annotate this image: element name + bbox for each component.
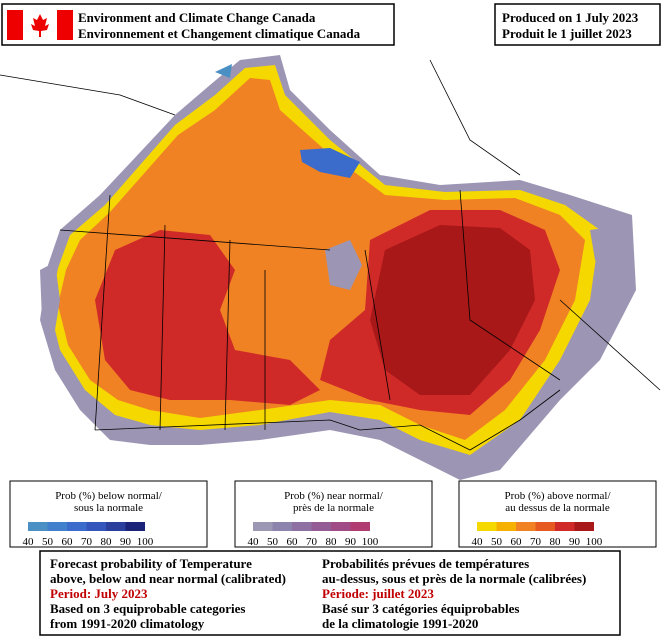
legend-title: Prob (%) below normal/: [55, 490, 163, 502]
forecast-map: [0, 55, 661, 480]
legend-label: 90: [569, 536, 581, 548]
legend: Prob (%) near normal/près de la normale 4…: [234, 480, 433, 548]
footer-line: au-dessus, sous et près de la normale (c…: [322, 571, 586, 586]
flag-band: [57, 10, 73, 40]
above-90-east: [370, 225, 535, 395]
footer-line: Forecast probability of Temperature: [50, 556, 252, 571]
header-box: Environment and Climate Change Canada En…: [1, 3, 395, 46]
legend-label: 100: [137, 536, 154, 548]
legend-swatch: [106, 522, 126, 531]
legend-label: 100: [586, 536, 603, 548]
legend-label: 50: [267, 536, 279, 548]
border-line: [94, 194, 111, 431]
legend-swatch: [350, 522, 370, 531]
produced-en: Produced on 1 July 2023: [502, 10, 639, 25]
legend-swatch: [125, 522, 145, 531]
footer-line: Based on 3 equiprobable categories: [50, 601, 246, 616]
above-80-west: [95, 230, 320, 405]
footer-line: Période: juillet 2023: [322, 586, 434, 601]
legend-swatch: [67, 522, 87, 531]
produced-fr: Produit le 1 juillet 2023: [502, 26, 632, 41]
footer-line: Probabilités prévues de températures: [322, 556, 529, 571]
legend-label: 60: [511, 536, 523, 548]
legend-label: 70: [81, 536, 93, 548]
border-line: [0, 74, 176, 116]
near-normal-hudson: [325, 240, 362, 290]
footer-box: Forecast probability of Temperatureabove…: [39, 550, 621, 636]
near-normal-east: [590, 225, 632, 285]
legend: Prob (%) above normal/au dessus de la no…: [458, 480, 657, 548]
date-frame: [494, 3, 661, 46]
border-line: [224, 239, 231, 431]
legend-swatch: [574, 522, 594, 531]
date-box: Produced on 1 July 2023 Produit le 1 jui…: [494, 3, 661, 46]
footer-text: Forecast probability of Temperatureabove…: [50, 556, 586, 631]
legend-label: 40: [472, 536, 484, 548]
legend-label: 100: [362, 536, 379, 548]
legend-label: 90: [345, 536, 357, 548]
legend-label: 70: [530, 536, 542, 548]
footer-line: de la climatologie 1991-2020: [322, 616, 478, 631]
footer-line: Basé sur 3 catégories équiprobables: [322, 601, 519, 616]
legend-label: 90: [120, 536, 132, 548]
legend-swatch: [555, 522, 575, 531]
border-line: [459, 189, 561, 381]
border-line: [159, 224, 166, 431]
agency-en: Environment and Climate Change Canada: [78, 10, 316, 25]
legend-swatch: [535, 522, 555, 531]
legend-label: 80: [101, 536, 113, 548]
border-line: [59, 229, 331, 251]
legend-title: Prob (%) near normal/: [284, 490, 384, 502]
legend-label: 40: [23, 536, 35, 548]
legend: Prob (%) below normal/sous la normale 40 5…: [9, 480, 208, 548]
legend-label: 60: [62, 536, 74, 548]
agency-fr: Environnement et Changement climatique C…: [78, 26, 361, 41]
near-normal-west-coast: [40, 262, 60, 330]
legend-swatch: [86, 522, 106, 531]
footer-line: from 1991-2020 climatology: [50, 616, 205, 631]
legend-frame: [458, 480, 657, 548]
legend-label: 40: [248, 536, 260, 548]
legend-swatch: [477, 522, 497, 531]
legend-title: près de la normale: [293, 502, 374, 514]
legend-label: 70: [306, 536, 318, 548]
legend-label: 50: [491, 536, 503, 548]
footer-line: Period: July 2023: [50, 586, 148, 601]
border-line: [429, 59, 521, 176]
below-normal-island: [215, 64, 232, 78]
border-line: [364, 249, 391, 401]
legend-title: sous la normale: [74, 502, 143, 514]
below-normal-arctic: [300, 148, 360, 178]
legend-frame: [9, 480, 208, 548]
flag-band: [7, 10, 23, 40]
footer-line: above, below and near normal (calibrated…: [50, 571, 286, 586]
legend-title: Prob (%) above normal/: [505, 490, 612, 502]
border-line: [559, 299, 661, 391]
legends: Prob (%) below normal/sous la normale 40 5…: [9, 480, 657, 548]
legend-label: 50: [42, 536, 54, 548]
legend-title: au dessus de la normale: [505, 502, 610, 514]
border-line: [94, 389, 561, 451]
footer-frame: [39, 550, 621, 636]
legend-swatch: [311, 522, 331, 531]
legend-swatch: [331, 522, 351, 531]
legend-label: 80: [550, 536, 562, 548]
legend-swatch: [253, 522, 273, 531]
legend-swatch: [496, 522, 516, 531]
legend-swatch: [28, 522, 48, 531]
legend-swatch: [292, 522, 312, 531]
borders: [0, 59, 661, 451]
legend-frame: [234, 480, 433, 548]
maple-leaf: [31, 14, 49, 37]
legend-label: 60: [287, 536, 299, 548]
legend-swatch: [47, 522, 67, 531]
legend-swatch: [272, 522, 292, 531]
legend-label: 80: [326, 536, 338, 548]
legend-swatch: [516, 522, 536, 531]
